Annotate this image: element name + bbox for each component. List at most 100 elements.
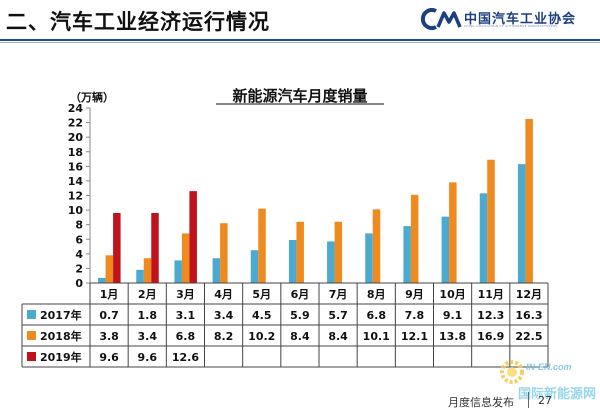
- y-tick-label: 6: [75, 233, 83, 246]
- chart-title: 新能源汽车月度销量: [232, 87, 367, 105]
- page-number: 27: [538, 394, 552, 407]
- bar-0-3: [212, 258, 221, 283]
- x-tick-label: 7月: [329, 288, 348, 301]
- caam-logo-icon: [420, 8, 462, 30]
- x-tick-label: 5月: [252, 288, 271, 301]
- header-rule-thin: [0, 42, 600, 43]
- data-label: 9.6: [99, 351, 119, 364]
- y-tick-label: 4: [75, 248, 83, 261]
- logo-text: 中国汽车工业协会: [464, 12, 577, 27]
- legend-key-1: [27, 331, 36, 340]
- x-tick-label: 1月: [100, 288, 119, 301]
- bar-0-6: [327, 241, 335, 283]
- bar-1-8: [410, 194, 419, 283]
- data-label: 16.3: [515, 309, 542, 322]
- footer-divider: [528, 392, 529, 408]
- data-label: 10.1: [363, 330, 390, 343]
- bar-1-7: [372, 209, 381, 283]
- x-tick-label: 10月: [439, 288, 465, 301]
- bar-0-8: [403, 226, 411, 283]
- data-label: 9.6: [138, 351, 158, 364]
- data-label: 3.4: [138, 330, 158, 343]
- data-label: 5.7: [328, 309, 348, 322]
- y-axis-label: （万辆）: [70, 90, 114, 104]
- legend-label: 2017年: [40, 308, 82, 322]
- y-tick-label: 8: [75, 219, 83, 232]
- bar-0-10: [479, 193, 488, 283]
- data-label: 12.6: [172, 351, 199, 364]
- bar-0-1: [136, 269, 144, 283]
- x-tick-label: 11月: [478, 288, 504, 301]
- data-label: 12.1: [401, 330, 428, 343]
- watermark-line1: IN-EN.com: [526, 362, 572, 372]
- data-label: 3.1: [176, 309, 196, 322]
- y-tick-label: 14: [68, 175, 84, 188]
- data-label: 12.3: [477, 309, 504, 322]
- legend-key-0: [27, 310, 36, 319]
- legend-label: 2019年: [40, 350, 82, 364]
- bar-1-10: [487, 159, 495, 283]
- watermark-logo: IN-EN.com 国际新能源网: [500, 360, 596, 402]
- y-tick-label: 10: [68, 204, 84, 217]
- x-tick-label: 12月: [516, 288, 542, 301]
- bar-0-11: [517, 164, 526, 283]
- y-tick-label: 24: [68, 102, 84, 115]
- data-label: 1.8: [138, 309, 158, 322]
- logo-subtext: CHINA ASSOCIATION OF AUTOMOBILE MANUFACT…: [464, 24, 558, 28]
- bar-0-5: [288, 239, 297, 283]
- y-tick-label: 12: [68, 190, 83, 203]
- data-label: 3.4: [214, 309, 234, 322]
- legend-label: 2018年: [40, 329, 82, 343]
- data-label: 6.8: [367, 309, 387, 322]
- y-tick-label: 22: [68, 117, 83, 130]
- bar-1-0: [105, 255, 114, 283]
- x-tick-label: 6月: [291, 288, 310, 301]
- bar-1-6: [334, 221, 343, 283]
- y-tick-label: 0: [75, 277, 83, 290]
- bar-2-2: [189, 191, 197, 283]
- x-tick-label: 8月: [367, 288, 386, 301]
- data-label: 10.2: [248, 330, 275, 343]
- footer-label: 月度信息发布: [448, 396, 514, 409]
- bar-0-2: [174, 260, 182, 283]
- watermark-line2: 国际新能源网: [518, 386, 596, 402]
- data-label: 8.4: [290, 330, 310, 343]
- header-rule: [0, 39, 600, 41]
- x-tick-label: 3月: [176, 288, 195, 301]
- section-title: 二、汽车工业经济运行情况: [6, 10, 270, 34]
- y-tick-label: 18: [68, 146, 83, 159]
- data-label: 0.7: [99, 309, 119, 322]
- bar-1-1: [143, 258, 152, 283]
- bar-0-7: [365, 233, 373, 283]
- data-label: 5.9: [290, 309, 310, 322]
- bar-2-1: [151, 213, 159, 283]
- bar-1-3: [220, 223, 228, 283]
- data-label: 3.8: [99, 330, 119, 343]
- x-tick-label: 9月: [405, 288, 424, 301]
- data-label: 9.1: [443, 309, 463, 322]
- y-tick-label: 16: [68, 160, 84, 173]
- slide-header: 二、汽车工业经济运行情况 中国汽车工业协会 CHINA ASSOCIATION …: [0, 0, 600, 44]
- data-label: 4.5: [252, 309, 272, 322]
- data-label: 13.8: [439, 330, 466, 343]
- x-tick-label: 2月: [138, 288, 157, 301]
- bar-0-9: [441, 216, 450, 283]
- bar-2-0: [113, 213, 121, 283]
- bar-1-2: [181, 233, 190, 283]
- association-logo: 中国汽车工业协会 CHINA ASSOCIATION OF AUTOMOBILE…: [420, 8, 596, 32]
- x-tick-label: 4月: [214, 288, 233, 301]
- data-label: 7.8: [405, 309, 425, 322]
- data-label: 6.8: [176, 330, 196, 343]
- bar-1-5: [296, 221, 304, 283]
- data-label: 22.5: [515, 330, 542, 343]
- sun-icon: [500, 360, 524, 384]
- data-label: 16.9: [477, 330, 504, 343]
- bar-0-4: [250, 250, 259, 283]
- data-label: 8.2: [214, 330, 234, 343]
- data-label: 8.4: [328, 330, 348, 343]
- bar-0-0: [98, 277, 106, 283]
- y-tick-label: 2: [75, 262, 83, 275]
- bar-1-11: [525, 118, 533, 283]
- legend-key-2: [27, 352, 36, 361]
